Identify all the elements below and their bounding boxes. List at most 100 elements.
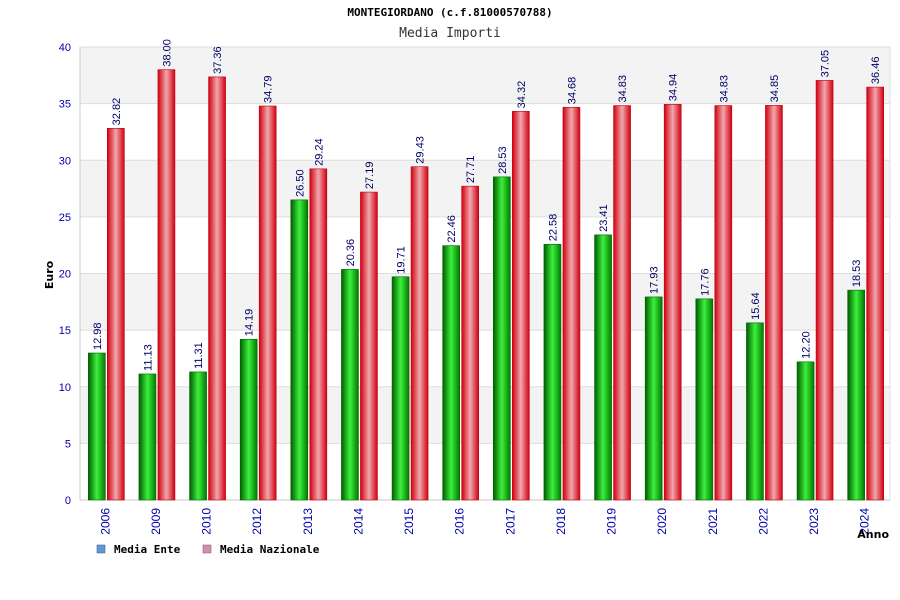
bar-media-nazionale — [663, 104, 682, 501]
x-tick-label: 2009 — [149, 508, 163, 535]
y-tick-label: 20 — [59, 269, 71, 281]
bar-value-label: 34.68 — [566, 77, 578, 105]
bar-media-ente — [543, 243, 562, 501]
bar-media-ente — [644, 296, 663, 501]
bar-media-ente — [847, 289, 865, 501]
bar-media-nazionale — [714, 105, 733, 501]
legend-swatch-media-ente — [96, 544, 106, 554]
legend-label-media-nazionale: Media Nazionale — [220, 543, 320, 556]
legend-swatch-media-nazionale — [202, 544, 212, 554]
x-tick-label: 2012 — [250, 508, 264, 535]
bar-value-label: 22.46 — [446, 215, 458, 243]
bar-media-ente — [239, 338, 258, 501]
bar-media-ente — [442, 245, 460, 501]
bar-media-ente — [493, 176, 511, 501]
bar-media-nazionale — [360, 191, 378, 501]
bar-media-nazionale — [107, 128, 125, 501]
bar-value-label: 37.05 — [820, 50, 832, 78]
bar-media-nazionale — [258, 105, 277, 501]
x-tick-label: 2013 — [301, 508, 315, 535]
bar-media-ente — [290, 199, 309, 501]
x-tick-label: 2015 — [402, 508, 416, 535]
bar-media-nazionale — [461, 185, 479, 501]
y-axis-label: Euro — [43, 260, 56, 289]
x-tick-label: 2006 — [98, 508, 112, 535]
bar-value-label: 34.32 — [516, 81, 528, 109]
bar-media-ente — [138, 373, 157, 501]
x-tick-label: 2017 — [503, 508, 517, 535]
bar-value-label: 34.94 — [668, 74, 680, 102]
x-tick-label: 2021 — [706, 508, 720, 535]
x-tick-label: 2014 — [351, 508, 365, 535]
bar-value-label: 19.71 — [396, 246, 408, 274]
x-axis-label: Anno — [857, 528, 889, 541]
y-tick-label: 0 — [65, 495, 71, 507]
x-tick-label: 2022 — [756, 508, 770, 535]
x-axis-ticks: 2006 2009 2010 2012 2013 2014 2015 2016 2017 2018… — [98, 508, 871, 535]
bar-value-label: 34.85 — [769, 75, 781, 103]
bar-value-label: 23.41 — [598, 204, 610, 232]
bar-media-ente — [341, 269, 359, 501]
bar-value-label: 28.53 — [497, 146, 509, 174]
y-tick-label: 25 — [59, 212, 71, 224]
bar-value-label: 22.58 — [547, 214, 559, 242]
y-tick-label: 5 — [65, 438, 71, 450]
bar-media-ente — [189, 371, 207, 501]
bar-value-label: 20.36 — [345, 239, 357, 267]
bar-value-label: 11.31 — [193, 342, 205, 369]
bar-value-label: 27.71 — [465, 156, 477, 184]
legend: Media Ente Media Nazionale — [96, 543, 320, 556]
bar-value-label: 14.19 — [244, 309, 256, 337]
bar-value-label: 18.53 — [851, 260, 863, 288]
bar-media-ente — [796, 361, 815, 501]
bar-value-label: 17.93 — [649, 266, 661, 294]
bar-media-nazionale — [866, 86, 884, 501]
bar-media-ente — [594, 234, 612, 501]
bar-media-nazionale — [562, 106, 581, 501]
y-tick-label: 10 — [59, 382, 71, 394]
bars: 12.98 32.82 11.13 38.00 11.31 37.36 14.19 34.79… — [88, 39, 884, 501]
chart-title: MONTEGIORDANO (c.f.81000570788) — [347, 6, 552, 19]
bar-value-label: 37.36 — [212, 46, 224, 74]
x-tick-label: 2016 — [453, 508, 467, 535]
x-tick-label: 2010 — [200, 508, 214, 535]
bar-value-label: 26.50 — [294, 169, 306, 197]
bar-value-label: 34.83 — [718, 75, 730, 103]
x-tick-label: 2020 — [655, 508, 669, 535]
y-tick-label: 15 — [59, 325, 71, 337]
bar-media-nazionale — [815, 80, 834, 501]
chart-subtitle: Media Importi — [399, 26, 501, 41]
bar-value-label: 29.43 — [415, 136, 427, 164]
bar-media-ente — [746, 322, 764, 501]
bar-media-nazionale — [765, 105, 783, 501]
x-tick-label: 2018 — [554, 508, 568, 535]
bar-media-nazionale — [512, 111, 530, 501]
bar-value-label: 36.46 — [870, 57, 882, 85]
bar-value-label: 15.64 — [750, 292, 762, 320]
bar-value-label: 17.76 — [699, 268, 711, 296]
bar-media-ente — [391, 276, 410, 501]
bar-value-label: 32.82 — [111, 98, 123, 126]
bar-media-nazionale — [208, 76, 226, 501]
bar-value-label: 29.24 — [313, 138, 325, 166]
bar-value-label: 12.98 — [92, 322, 104, 350]
bar-value-label: 11.13 — [142, 344, 154, 371]
y-tick-label: 40 — [59, 42, 71, 54]
x-tick-label: 2023 — [807, 508, 821, 535]
bar-value-label: 34.83 — [617, 75, 629, 103]
legend-label-media-ente: Media Ente — [114, 543, 181, 556]
bar-media-nazionale — [410, 166, 429, 501]
bar-value-label: 27.19 — [364, 162, 376, 190]
bar-media-nazionale — [613, 105, 631, 501]
bar-value-label: 12.20 — [801, 331, 813, 359]
bar-value-label: 34.79 — [263, 75, 275, 103]
bar-value-label: 38.00 — [161, 39, 173, 67]
bar-media-ente — [695, 298, 714, 501]
bar-media-nazionale — [309, 168, 328, 501]
y-tick-label: 30 — [59, 155, 71, 167]
y-tick-label: 35 — [59, 99, 71, 111]
x-tick-label: 2024 — [858, 508, 872, 535]
y-axis-ticks: 0 5 10 15 20 25 30 35 40 — [59, 42, 71, 507]
bar-media-ente — [88, 352, 106, 501]
